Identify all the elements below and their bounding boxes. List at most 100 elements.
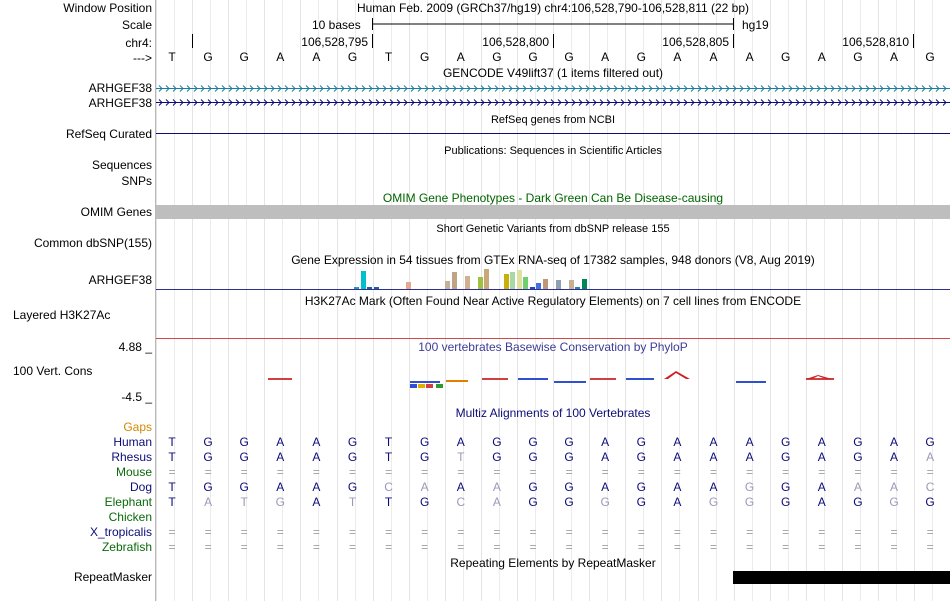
gtex-tissue-bar[interactable] [465,276,470,289]
strand-chevron [165,99,170,106]
multiz-species-label[interactable]: Dog [129,480,152,494]
gtex-tissue-bar[interactable] [478,277,483,289]
base-letter: A [889,50,898,64]
gtex-tissue-bar[interactable] [543,279,548,289]
gtex-track-label[interactable]: ARHGEF38 [88,273,152,287]
gtex-tissue-bar[interactable] [504,274,509,289]
multiz-species-label[interactable]: Rhesus [111,450,152,464]
multiz-base: = [637,540,645,554]
strand-chevron [361,99,366,106]
gtex-gene-line[interactable] [156,289,950,290]
publications-sequences-label[interactable]: Sequences [91,158,152,172]
multiz-base: = [601,525,609,539]
multiz-base: A [817,450,826,464]
gtex-tissue-bar[interactable] [361,271,366,289]
refseq-track-label[interactable]: RefSeq Curated [65,127,152,141]
phylop-conservation-logos[interactable] [156,368,950,394]
gencode-gene-lines[interactable] [156,81,950,111]
multiz-base: G [528,480,538,494]
repeatmasker-element-bar[interactable] [733,571,950,584]
gtex-tissue-bar[interactable] [569,280,574,289]
refseq-gene-line[interactable] [156,133,950,134]
omim-track-label[interactable]: OMIM Genes [80,205,152,219]
strand-chevron [389,99,394,106]
strand-chevron [907,99,912,106]
multiz-base: G [492,435,502,449]
strand-chevron [627,99,632,106]
gtex-tissue-bar[interactable] [354,287,359,289]
publications-snps-label[interactable]: SNPs [121,174,152,188]
multiz-species-label[interactable]: Elephant [104,495,152,509]
gencode-item-label-2[interactable]: ARHGEF38 [88,96,152,110]
multiz-base: = [204,465,212,479]
strand-chevron [221,85,226,92]
phylop-logo-mark [664,371,690,379]
strand-chevron [214,99,219,106]
multiz-base: G [600,495,610,509]
gtex-expression-bars[interactable] [156,266,950,290]
strand-chevron [893,99,898,106]
phylop-logo-mark [418,384,425,388]
strand-chevron [585,85,590,92]
gtex-tissue-bar[interactable] [510,272,515,289]
multiz-base: = [709,540,717,554]
h3k27ac-track-label[interactable]: Layered H3K27Ac [13,308,111,322]
strand-chevron [312,85,317,92]
gtex-tissue-bar[interactable] [484,269,489,289]
phylop-track-title: 100 vertebrates Basewise Conservation by… [418,340,688,354]
strand-chevron [809,85,814,92]
track-data-area[interactable]: Human Feb. 2009 (GRCh37/hg19) chr4:106,5… [156,0,950,601]
strand-chevron [235,99,240,106]
strand-label[interactable]: ---> [133,51,152,65]
strand-chevron [690,85,695,92]
multiz-base: = [168,540,176,554]
gtex-tissue-bar[interactable] [367,287,372,289]
strand-chevron [683,99,688,106]
gtex-tissue-bar[interactable] [517,270,522,289]
strand-chevron [277,85,282,92]
h3k27ac-signal-line[interactable] [156,338,950,339]
dbsnp-track-label[interactable]: Common dbSNP(155) [33,236,152,250]
gtex-tissue-bar[interactable] [530,287,535,289]
gtex-tissue-bar[interactable] [582,279,587,289]
multiz-species-label[interactable]: Zebrafish [101,540,152,554]
multiz-base: = [421,465,429,479]
strand-chevron [669,99,674,106]
multiz-species-label[interactable]: Chicken [108,510,152,524]
strand-chevron [704,99,709,106]
strand-chevron [879,99,884,106]
gencode-item-label-1[interactable]: ARHGEF38 [88,81,152,95]
strand-chevron [711,85,716,92]
multiz-base: A [601,450,610,464]
multiz-base: = [529,465,537,479]
base-letter: A [276,50,285,64]
strand-chevron [585,99,590,106]
gtex-tissue-bar[interactable] [452,272,457,289]
strand-chevron [858,85,863,92]
multiz-species-label[interactable]: Human [113,435,152,449]
strand-chevron [403,99,408,106]
gtex-tissue-bar[interactable] [556,280,561,289]
strand-chevron [823,85,828,92]
base-letter: G [528,50,538,64]
strand-chevron [571,85,576,92]
multiz-base: A [312,435,321,449]
strand-chevron [606,99,611,106]
multiz-base: A [204,495,213,509]
omim-gene-bar[interactable] [156,205,950,219]
gtex-tissue-bar[interactable] [536,283,541,289]
multiz-base: G [528,450,538,464]
strand-chevron [445,99,450,106]
gtex-tissue-bar[interactable] [523,277,528,289]
gtex-tissue-bar[interactable] [406,282,411,289]
strand-chevron [466,85,471,92]
multiz-species-label[interactable]: X_tropicalis [89,525,152,539]
phylop-track-label[interactable]: 100 Vert. Cons [13,364,93,378]
gtex-tissue-bar[interactable] [575,287,580,289]
repeatmasker-track-label[interactable]: RepeatMasker [73,570,152,584]
multiz-species-label[interactable]: Mouse [115,465,152,479]
gtex-tissue-bar[interactable] [374,287,379,289]
gtex-tissue-bar[interactable] [445,281,450,289]
strand-chevron [165,85,170,92]
